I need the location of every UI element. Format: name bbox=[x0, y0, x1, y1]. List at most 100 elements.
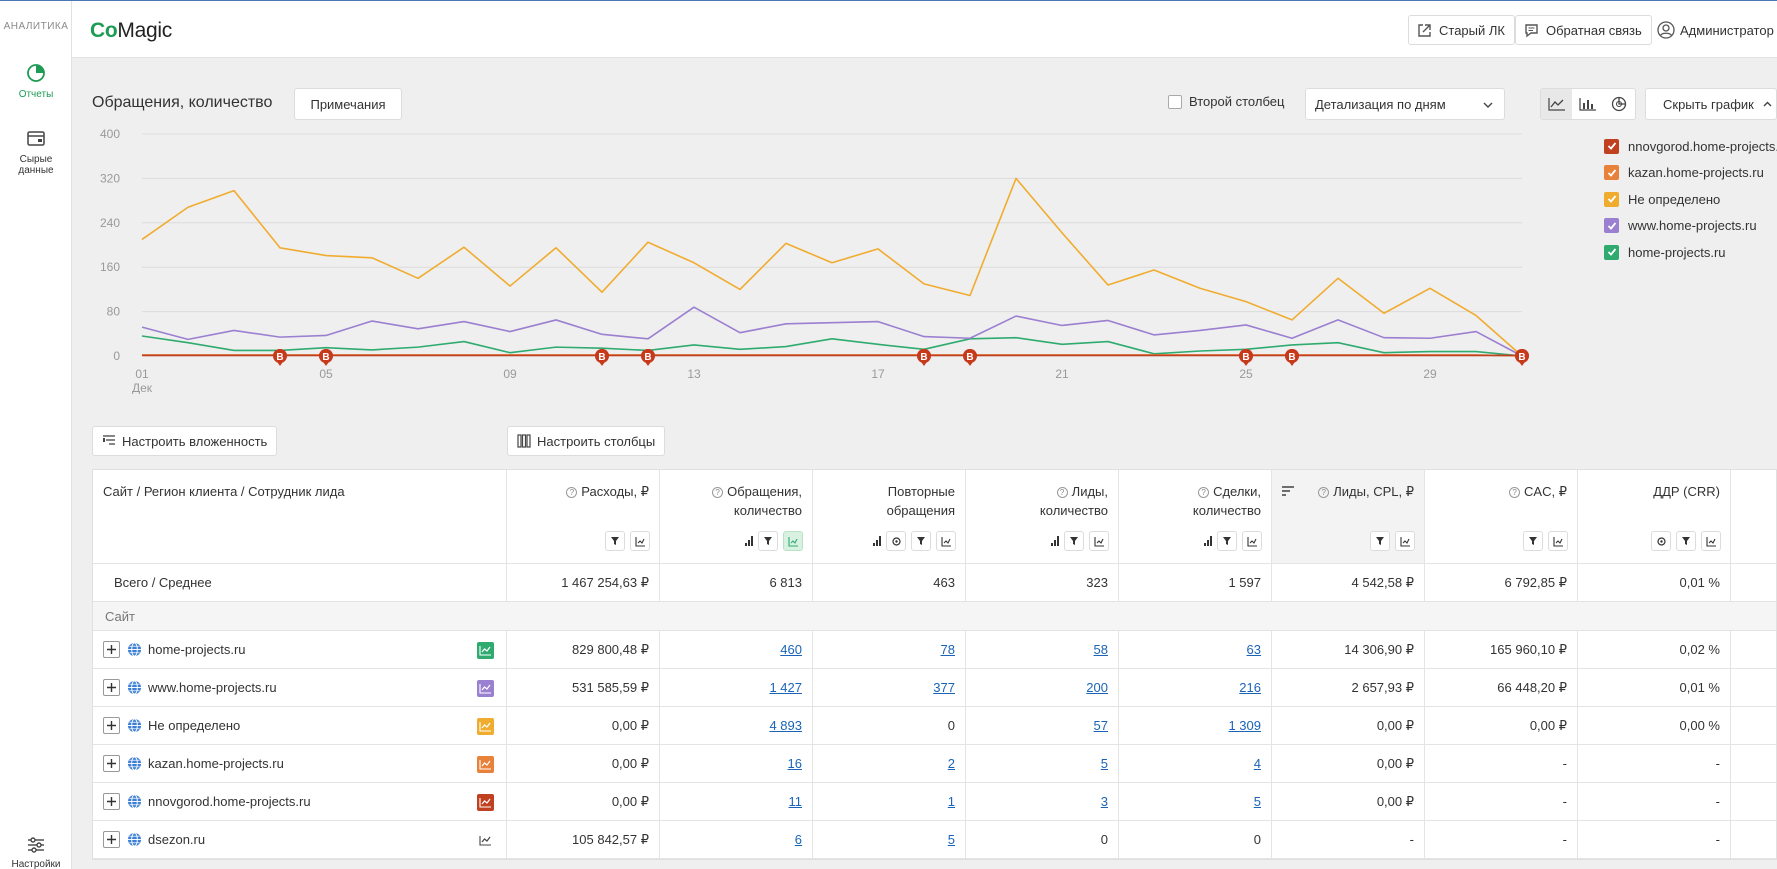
legend-item[interactable]: nnovgorod.home-projects.ru bbox=[1604, 138, 1777, 154]
drilldown-link[interactable]: 63 bbox=[1246, 642, 1261, 657]
filter-icon[interactable] bbox=[911, 531, 931, 551]
filter-icon[interactable] bbox=[758, 531, 778, 551]
legend-item[interactable]: Не определено bbox=[1604, 191, 1777, 207]
note-marker[interactable]: B bbox=[1239, 349, 1253, 366]
user-menu[interactable]: Администратор bbox=[1657, 15, 1774, 45]
sort-bars-icon[interactable] bbox=[745, 536, 753, 546]
filter-icon[interactable] bbox=[1064, 531, 1084, 551]
drilldown-link[interactable]: 1 427 bbox=[769, 680, 802, 695]
column-header-leads-cpl[interactable]: ? Лиды, CPL, ₽ bbox=[1272, 470, 1425, 563]
drilldown-link[interactable]: 3 bbox=[1100, 794, 1108, 809]
detail-select[interactable]: Детализация по дням bbox=[1305, 88, 1505, 120]
legend-checkbox[interactable] bbox=[1604, 138, 1619, 154]
gear-icon[interactable] bbox=[886, 531, 906, 551]
help-icon[interactable]: ? bbox=[1509, 487, 1521, 498]
expand-row-button[interactable] bbox=[103, 717, 120, 734]
legend-checkbox[interactable] bbox=[1604, 218, 1619, 234]
chart-column-icon[interactable] bbox=[783, 531, 803, 551]
chart-column-icon[interactable] bbox=[1242, 531, 1262, 551]
sort-bars-icon[interactable] bbox=[1204, 536, 1212, 546]
drilldown-link[interactable]: 200 bbox=[1086, 680, 1108, 695]
second-column-toggle[interactable]: Второй столбец bbox=[1168, 94, 1284, 109]
column-header-repeat-requests[interactable]: Повторные обращения bbox=[813, 470, 966, 563]
old-lk-button[interactable]: Старый ЛК bbox=[1408, 15, 1515, 45]
filter-icon[interactable] bbox=[1676, 531, 1696, 551]
notes-button[interactable]: Примечания bbox=[294, 88, 402, 120]
row-chart-toggle-icon[interactable] bbox=[477, 832, 494, 849]
column-header-crr[interactable]: ДДР (CRR) bbox=[1578, 470, 1731, 563]
drilldown-link[interactable]: 5 bbox=[947, 832, 955, 847]
filter-icon[interactable] bbox=[1370, 531, 1390, 551]
configure-nesting-button[interactable]: Настроить вложенность bbox=[92, 426, 278, 456]
help-icon[interactable]: ? bbox=[712, 487, 724, 498]
bar-chart-toggle[interactable] bbox=[1572, 89, 1603, 119]
row-chart-toggle-icon[interactable] bbox=[477, 680, 494, 697]
filter-icon[interactable] bbox=[1523, 531, 1543, 551]
chart-column-icon[interactable] bbox=[1548, 531, 1568, 551]
gear-icon[interactable] bbox=[1651, 531, 1671, 551]
second-column-checkbox[interactable] bbox=[1168, 94, 1182, 109]
column-header-cac[interactable]: ? CAC, ₽ bbox=[1425, 470, 1578, 563]
drilldown-link[interactable]: 6 bbox=[794, 832, 802, 847]
drilldown-link[interactable]: 460 bbox=[780, 642, 802, 657]
chart-column-icon[interactable] bbox=[1089, 531, 1109, 551]
expand-row-button[interactable] bbox=[103, 755, 120, 772]
drilldown-link[interactable]: 11 bbox=[788, 794, 803, 809]
drilldown-link[interactable]: 78 bbox=[940, 642, 955, 657]
chart-column-icon[interactable] bbox=[1701, 531, 1721, 551]
comagic-logo[interactable]: CoMagic bbox=[90, 19, 172, 43]
filter-icon[interactable] bbox=[605, 531, 625, 551]
legend-checkbox[interactable] bbox=[1604, 165, 1619, 181]
note-marker[interactable]: B bbox=[963, 349, 977, 366]
row-chart-toggle-icon[interactable] bbox=[477, 756, 494, 773]
drilldown-link[interactable]: 58 bbox=[1093, 642, 1108, 657]
drilldown-link[interactable]: 1 309 bbox=[1228, 718, 1261, 733]
column-header-requests[interactable]: ? Обращения, количество bbox=[660, 470, 813, 563]
column-header-leads[interactable]: ? Лиды, количество bbox=[966, 470, 1119, 563]
drilldown-link[interactable]: 377 bbox=[933, 680, 955, 695]
hide-chart-button[interactable]: Скрыть график bbox=[1645, 88, 1777, 120]
note-marker[interactable]: B bbox=[1285, 349, 1299, 366]
column-header-deals[interactable]: ? Сделки, количество bbox=[1119, 470, 1272, 563]
expand-row-button[interactable] bbox=[103, 793, 120, 810]
sidebar-item-raw-data[interactable]: Сырые данные bbox=[0, 130, 72, 176]
note-marker[interactable]: B bbox=[917, 349, 931, 366]
pie-chart-toggle[interactable] bbox=[1604, 89, 1635, 119]
legend-checkbox[interactable] bbox=[1604, 191, 1619, 207]
legend-item[interactable]: www.home-projects.ru bbox=[1604, 218, 1777, 234]
filter-icon[interactable] bbox=[1217, 531, 1237, 551]
drilldown-link[interactable]: 2 bbox=[947, 756, 955, 771]
drilldown-link[interactable]: 5 bbox=[1253, 794, 1261, 809]
sort-bars-icon[interactable] bbox=[873, 536, 881, 546]
chart-column-icon[interactable] bbox=[1395, 531, 1415, 551]
note-marker[interactable]: B bbox=[641, 349, 655, 366]
line-chart-toggle[interactable] bbox=[1541, 89, 1573, 119]
help-icon[interactable]: ? bbox=[1198, 487, 1210, 498]
column-header-dimension[interactable]: Сайт / Регион клиента / Сотрудник лида bbox=[93, 470, 507, 563]
sidebar-item-reports[interactable]: Отчеты bbox=[0, 63, 72, 100]
row-chart-toggle-icon[interactable] bbox=[477, 794, 494, 811]
drilldown-link[interactable]: 16 bbox=[787, 756, 802, 771]
drilldown-link[interactable]: 4 bbox=[1253, 756, 1261, 771]
drilldown-link[interactable]: 216 bbox=[1239, 680, 1261, 695]
configure-columns-button[interactable]: Настроить столбцы bbox=[507, 426, 666, 456]
drilldown-link[interactable]: 5 bbox=[1100, 756, 1108, 771]
feedback-button[interactable]: Обратная связь bbox=[1515, 15, 1652, 45]
sort-bars-icon[interactable] bbox=[1051, 536, 1059, 546]
row-chart-toggle-icon[interactable] bbox=[477, 642, 494, 659]
drilldown-link[interactable]: 4 893 bbox=[769, 718, 802, 733]
note-marker[interactable]: B bbox=[595, 349, 609, 366]
drilldown-link[interactable]: 57 bbox=[1093, 718, 1108, 733]
chart-column-icon[interactable] bbox=[936, 531, 956, 551]
sort-icon[interactable] bbox=[1282, 486, 1294, 496]
expand-row-button[interactable] bbox=[103, 831, 120, 848]
legend-item[interactable]: kazan.home-projects.ru bbox=[1604, 165, 1777, 181]
note-marker[interactable]: B bbox=[273, 349, 287, 366]
legend-item[interactable]: home-projects.ru bbox=[1604, 244, 1777, 260]
help-icon[interactable]: ? bbox=[1056, 487, 1068, 498]
chart-column-icon[interactable] bbox=[630, 531, 650, 551]
column-header-expenses[interactable]: ? Расходы, ₽ bbox=[507, 470, 660, 563]
help-icon[interactable]: ? bbox=[566, 487, 578, 498]
drilldown-link[interactable]: 1 bbox=[947, 794, 955, 809]
expand-row-button[interactable] bbox=[103, 679, 120, 696]
